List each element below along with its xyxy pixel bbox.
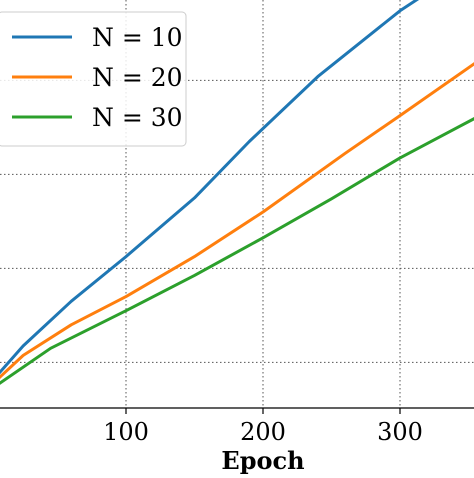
legend-label: N = 30 (92, 103, 183, 132)
x-tick-label: 200 (240, 418, 286, 446)
series-lines (0, 0, 474, 385)
x-axis-label: Epoch (221, 446, 304, 474)
x-tick-label: 100 (103, 418, 149, 446)
legend: N = 10 N = 20 N = 30 (0, 11, 187, 147)
series-line-n-20 (0, 62, 474, 380)
series-line-n-30 (0, 117, 474, 385)
legend-label: N = 10 (92, 23, 183, 52)
x-ticks: 100 200 300 (103, 408, 423, 446)
legend-box (0, 11, 187, 147)
series-line-n-10 (0, 0, 420, 375)
legend-label: N = 20 (92, 63, 183, 92)
x-tick-label: 300 (377, 418, 423, 446)
